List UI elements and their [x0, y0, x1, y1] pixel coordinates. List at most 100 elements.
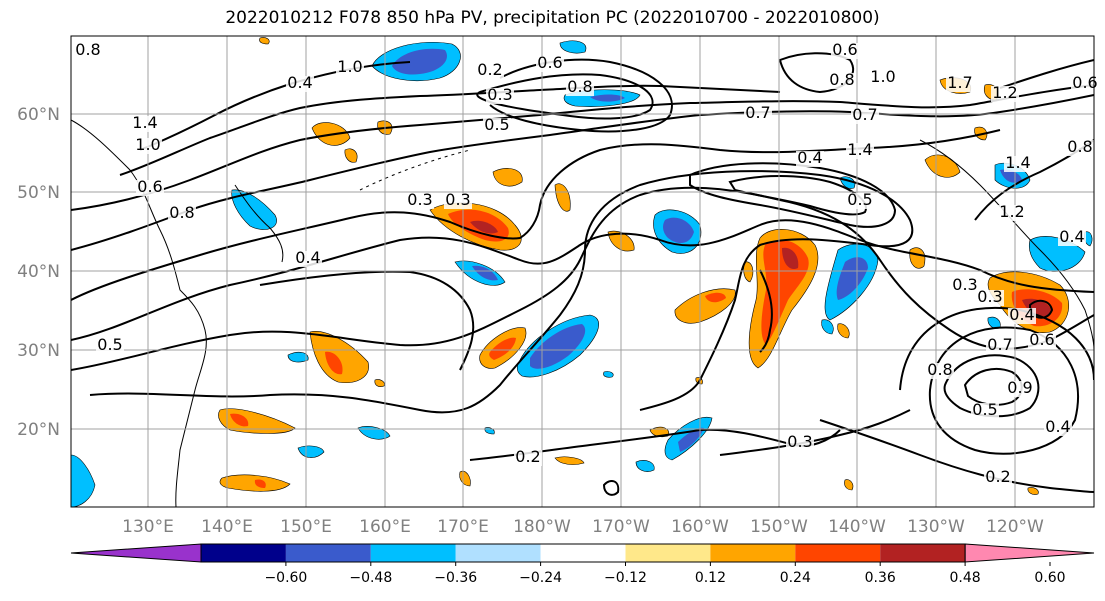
- lon-tick-label: 180°W: [513, 517, 571, 537]
- shade-patch: [297, 445, 325, 458]
- contour-label: 0.3: [487, 85, 512, 104]
- lon-tick-label: 170°W: [592, 517, 650, 537]
- lat-tick-label: 20°N: [17, 420, 60, 440]
- lon-tick-label: 140°E: [201, 517, 253, 537]
- contour-label: 0.8: [927, 360, 952, 379]
- contour-label: 1.2: [992, 83, 1017, 102]
- lat-tick-label: 50°N: [17, 183, 60, 203]
- colorbar-bin: [795, 544, 881, 562]
- colorbar-extend-low: [70, 543, 202, 563]
- contour-label: 0.4: [295, 248, 320, 267]
- contour-label: 0.2: [515, 447, 540, 466]
- contour-label: 1.0: [870, 67, 895, 86]
- contour-label: 1.4: [132, 113, 157, 132]
- lon-tick-label: 160°E: [359, 517, 411, 537]
- contour-label-bg: [828, 73, 856, 89]
- contour-label-bg: [869, 70, 897, 86]
- shade-patch: [924, 154, 961, 178]
- contour-label: 0.5: [847, 190, 872, 209]
- colorbar-bin: [710, 544, 796, 562]
- contour-label-bg: [976, 290, 1004, 306]
- colorbar: −0.60 −0.48 −0.36 −0.24 −0.12 0.12 0.24 0.36 0.4…: [70, 543, 1095, 586]
- shade-patch: [836, 257, 868, 300]
- contour-label: 0.3: [407, 190, 432, 209]
- contour-label-bg: [744, 106, 772, 122]
- contour-label: 0.3: [977, 287, 1002, 306]
- contour-label: 0.6: [537, 53, 562, 72]
- contour-label-bg: [1004, 156, 1032, 172]
- contour-label: 0.7: [852, 105, 877, 124]
- contour-label-bg: [946, 76, 974, 92]
- contour-label-bg: [786, 435, 814, 451]
- shade-patch: [530, 324, 586, 369]
- contour-label-bg: [294, 251, 322, 267]
- contour-label-bg: [851, 108, 879, 124]
- contour-label-bg: [991, 86, 1019, 102]
- shade-patch: [559, 40, 587, 54]
- lon-tick-label: 140°W: [828, 517, 886, 537]
- contour-label: 0.4: [287, 73, 312, 92]
- contour-labels: 0.8 1.4 1.0 0.6 0.8 1.0 0.4 0.2 0.6 0.3 0.3 0.4 0.3 0…: [74, 40, 1099, 486]
- shade-patch: [259, 37, 270, 45]
- lon-tick-label: 160°W: [671, 517, 729, 537]
- contour-label: 0.6: [1029, 330, 1054, 349]
- colorbar-bin: [370, 544, 456, 562]
- coastlines: [71, 119, 1094, 507]
- contour-label-bg: [483, 118, 511, 134]
- contour-label-bg: [831, 43, 859, 59]
- colorbar-tick-label: 0.12: [695, 570, 726, 586]
- map-frame: [70, 35, 1095, 508]
- contour-label: 1.2: [999, 202, 1024, 221]
- contour-line: [602, 479, 620, 496]
- contour-label-bg: [984, 470, 1012, 486]
- contour-label-bg: [926, 363, 954, 379]
- latitude-labels: 60°N 50°N 40°N 30°N 20°N: [17, 105, 60, 440]
- contour-label: 0.9: [1007, 378, 1032, 397]
- shade-patch: [470, 220, 498, 234]
- colorbar-extend-high: [964, 543, 1095, 563]
- colorbar-tick-label: −0.12: [604, 570, 647, 586]
- lon-tick-label: 150°W: [750, 517, 808, 537]
- shade-patch: [71, 454, 96, 507]
- contour-line: [928, 326, 1079, 455]
- contour-label-bg: [131, 116, 159, 132]
- contour-label: 0.8: [829, 70, 854, 89]
- colorbar-tick-label: −0.24: [519, 570, 562, 586]
- shade-patch: [344, 148, 358, 163]
- contour-line: [489, 58, 673, 133]
- contour-line: [119, 84, 781, 176]
- contour-line: [999, 59, 1094, 89]
- contour-label-bg: [1008, 308, 1036, 324]
- shade-patch: [357, 426, 391, 440]
- coastline-japan: [234, 184, 284, 263]
- contour-label: 0.5: [97, 335, 122, 354]
- colorbar-tick-label: 0.60: [1034, 570, 1065, 586]
- contour-label-bg: [1044, 420, 1072, 436]
- shade-patch: [678, 427, 704, 452]
- contour-label: 1.0: [135, 135, 160, 154]
- shade-patch: [392, 48, 448, 75]
- colorbar-tick-label: 0.36: [865, 570, 896, 586]
- colorbar-tick-label: −0.60: [264, 570, 307, 586]
- shade-patch: [1027, 487, 1039, 495]
- contour-label: 0.6: [137, 177, 162, 196]
- contour-line: [259, 270, 475, 371]
- shade-patch: [663, 217, 694, 244]
- contour-label: 0.3: [445, 190, 470, 209]
- shade-patch: [554, 456, 585, 465]
- contour-label-bg: [951, 278, 979, 294]
- contour-label: 0.4: [797, 148, 822, 167]
- contour-line: [89, 170, 914, 414]
- shade-patch: [635, 460, 655, 472]
- contour-line: [719, 409, 911, 456]
- contour-label-bg: [74, 43, 102, 59]
- contour-label-bg: [168, 206, 196, 222]
- contour-label-bg: [986, 338, 1014, 354]
- shade-patch: [218, 408, 296, 434]
- colorbar-bin: [880, 544, 966, 562]
- contour-label-bg: [134, 138, 162, 154]
- lat-tick-label: 40°N: [17, 262, 60, 282]
- colorbar-bin: [285, 544, 371, 562]
- contour-line: [139, 61, 411, 151]
